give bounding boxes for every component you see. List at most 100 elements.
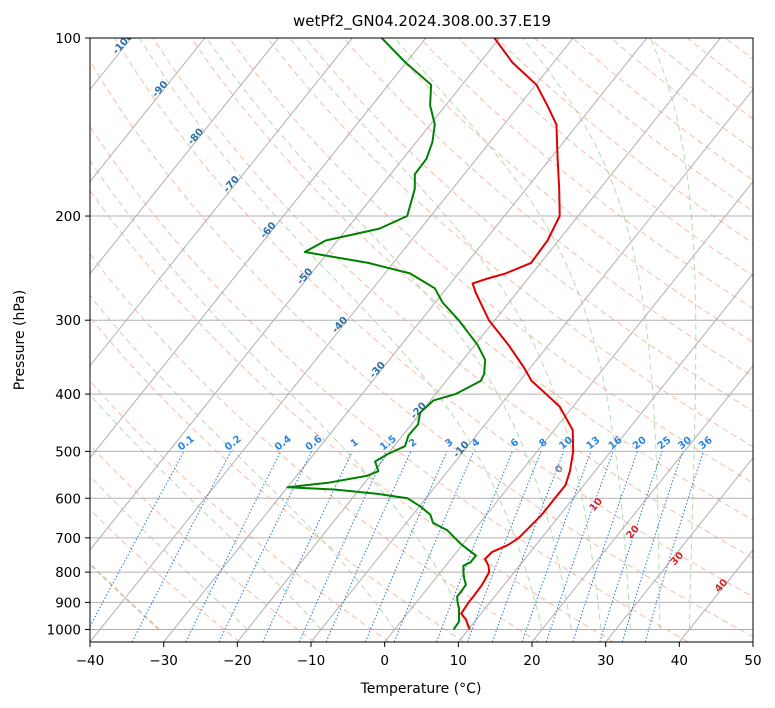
moist-adiabat: [521, 38, 661, 630]
mixing-ratio-line: [185, 451, 282, 642]
isotherm-label: -100: [111, 31, 136, 57]
isotherm-line: [90, 38, 206, 183]
dry-adiabat: [90, 444, 315, 642]
mixing-ratio-line: [545, 451, 614, 642]
mixing-ratio-line: [393, 451, 475, 642]
temperature-profile-line: [460, 38, 575, 630]
isotherm-label: -10: [451, 439, 471, 460]
y-tick-label: 200: [55, 209, 81, 225]
x-tick-label: −40: [76, 653, 105, 669]
mixing-ratio-line: [491, 451, 565, 642]
dry-adiabat: [648, 38, 753, 120]
isotherm-line: [310, 88, 753, 642]
isotherm-line: [531, 364, 753, 642]
y-tick-label: 300: [55, 313, 81, 329]
mixing-ratio-label: 4: [470, 437, 482, 450]
isotherm-line: [236, 38, 721, 642]
isotherm-label: -50: [295, 266, 315, 287]
x-tick-label: 50: [744, 653, 761, 669]
y-tick-label: 500: [55, 444, 81, 460]
mixing-ratio-line: [262, 451, 353, 642]
dry-adiabat: [228, 38, 753, 484]
isotherm-line: [163, 38, 648, 642]
moist-adiabat: [90, 475, 248, 630]
mixing-ratio-labels: 0.1 0.2 0.4 0.6 1 1.5 2 3 4 6 8 10 13 16 20 25 30 36-100-…: [111, 31, 731, 595]
dry-adiabat: [90, 508, 241, 642]
dry-adiabat: [343, 38, 753, 377]
isotherm-line: [90, 38, 427, 459]
moist-adiabat: [649, 38, 697, 630]
moist-adiabat: [394, 38, 631, 630]
plot-frame: [89, 37, 754, 643]
isotherm-line: [605, 457, 753, 642]
x-tick-label: −20: [223, 653, 252, 669]
y-tick-label: 1000: [47, 622, 81, 638]
mixing-ratio-label: 13: [585, 435, 603, 452]
mixing-ratio-line: [572, 451, 638, 642]
isotherm-line: [90, 38, 500, 551]
moist-adiabat: [90, 294, 396, 630]
mixing-ratio-line: [218, 451, 313, 642]
isotherm-line: [752, 641, 753, 642]
x-axis-label: Temperature (°C): [360, 681, 482, 697]
isotherm-label: -60: [258, 220, 278, 241]
moist-adiabat: [90, 393, 322, 630]
dry-adiabat: [764, 38, 775, 642]
dry-adiabat: [90, 253, 540, 642]
dry-adiabat: [190, 38, 753, 521]
dry-adiabat: [90, 380, 390, 642]
mixing-ratio-label: 20: [631, 435, 649, 452]
mixing-ratio-line: [325, 451, 412, 642]
x-tick-label: −30: [149, 653, 178, 669]
mixing-ratio-line: [644, 451, 704, 642]
dry-adiabat: [90, 189, 614, 642]
mixing-ratio-line: [435, 451, 513, 642]
moist-adiabat: [289, 38, 602, 630]
isotherm-line: [90, 38, 353, 367]
dry-adiabat: [381, 38, 753, 343]
y-tick-label: 700: [55, 531, 81, 547]
isotherm-label: -40: [330, 315, 350, 336]
dry-adiabat: [90, 60, 753, 638]
isotherm-line: [384, 180, 753, 642]
mixing-ratio-label: 25: [656, 435, 674, 452]
moist-adiabat: [90, 159, 469, 630]
mixing-ratio-line: [364, 451, 448, 642]
mixing-ratio-label: 6: [509, 437, 521, 450]
moist-adiabat: [206, 38, 572, 630]
x-tick-label: −10: [297, 653, 326, 669]
background-lines: [90, 38, 775, 642]
dry-adiabat: [267, 38, 753, 448]
dry-adiabat: [90, 125, 689, 642]
moist-adiabat-label: 40: [713, 577, 731, 595]
mixing-ratio-line: [131, 451, 232, 642]
profile-lines: [286, 38, 575, 631]
x-tick-label: 30: [597, 653, 614, 669]
mixing-ratio-line: [90, 451, 185, 628]
isotherm-line: [90, 38, 574, 642]
y-tick-label: 600: [55, 491, 81, 507]
mixing-ratio-label: 36: [697, 435, 715, 452]
x-tick-label: 40: [671, 653, 688, 669]
isotherm-line: [90, 38, 279, 275]
mixing-ratio-line: [599, 451, 663, 642]
axis-ticks: −40 −30 −20 −10 0 10 20 30 40 50 1000 900 800 700 600 5…: [47, 31, 762, 669]
y-tick-label: 100: [55, 31, 81, 47]
moist-adiabat-label: 20: [625, 524, 643, 542]
isotherm-label: -30: [368, 360, 388, 381]
moist-adiabat-label: 10: [588, 496, 606, 514]
isotherm-line: [457, 272, 753, 642]
dewpoint-profile-line: [286, 38, 487, 631]
dry-adiabat: [90, 316, 465, 642]
y-axis-label: Pressure (hPa): [12, 290, 28, 390]
mixing-ratio-line: [298, 451, 387, 642]
x-tick-label: 0: [380, 653, 389, 669]
mixing-ratio-line: [467, 451, 542, 642]
mixing-ratio-label: 0.2: [223, 434, 244, 454]
chart-title: wetPf2_GN04.2024.308.00.37.E19: [293, 12, 551, 31]
y-tick-label: 400: [55, 387, 81, 403]
y-tick-label: 900: [55, 595, 81, 611]
mixing-ratio-label: 1: [349, 437, 361, 450]
dry-adiabat: [534, 38, 753, 212]
